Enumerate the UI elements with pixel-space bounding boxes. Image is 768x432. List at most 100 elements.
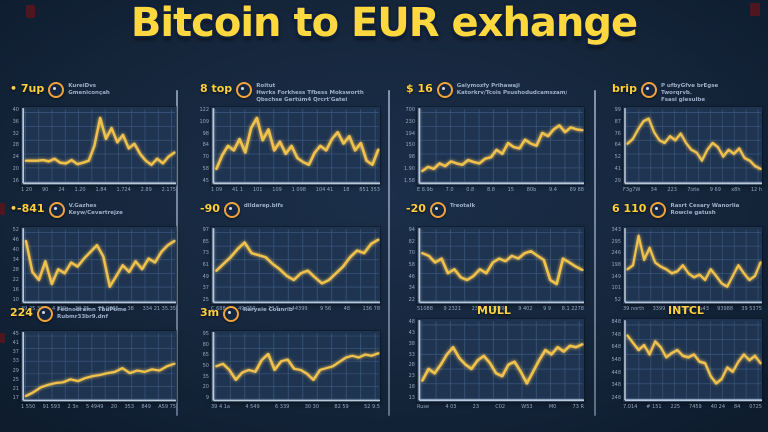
y-axis-labels: 52 46 40 34 28 22 16 10 <box>12 227 19 303</box>
chart-panel: MULL 48 43 38 33 28 23 18 13 Ruse 4 03 23 C02 W53 M0… <box>404 304 584 410</box>
c-coin-icon <box>640 82 657 98</box>
plot-area <box>417 107 584 185</box>
plot-area <box>21 331 176 402</box>
chart-panel: •-841 V.Gazhes Keyw/Cevartrejze 52 46 40 34 2… <box>8 202 176 312</box>
line-chart: 97 85 73 61 49 37 25 C.688 49 259 23 5 44399 9 56 4… <box>198 227 380 312</box>
arrow-coin-icon <box>436 82 453 98</box>
line-chart: 45 41 37 33 29 25 21 17 1 550 91 593 2 3n 5 4949 20… <box>8 331 176 410</box>
plot-area <box>623 107 762 185</box>
panel-header: brip P ufbyGfve brEgse Tworqrvb. Fsasi gle… <box>610 82 762 107</box>
line-chart: 40 36 32 28 24 20 16 1 20 90 24 1.20 1.84 1.724 2.89… <box>8 107 176 193</box>
y-axis-labels: 343 295 246 198 149 101 52 <box>611 227 621 303</box>
panel-header: -90 dildarep.bifs <box>198 202 380 227</box>
x-axis-labels: 1 550 91 593 2 3n 5 4949 20 353 849 A59 75 <box>21 404 176 410</box>
ticker-label: brip <box>612 82 637 95</box>
x-axis-labels: 51088 9 2321 235 22094 9 402 9 9 8.1 2278 <box>417 306 584 312</box>
panel-header: INTCL <box>610 304 762 319</box>
panel-header: • 7up KureiDvs Gmeniconçah <box>8 82 176 107</box>
panel-subtitle: Galymozfy Prihawaji Katorkrv/Tcois Psusho… <box>456 83 567 96</box>
panel-header: 6 110 Rasrt Cesary Wanorlia Rowcie gatush <box>610 202 762 227</box>
x-axis-labels: 39 north 3399 49 343 u43 93988 39 5375 <box>623 306 762 312</box>
ticker-label: INTCL <box>668 304 704 317</box>
bitcoin-coin-icon <box>236 82 253 98</box>
ticker-label: 6 110 <box>612 202 647 215</box>
corner-artifact-mark <box>750 3 760 16</box>
bitcoin-coin-icon <box>48 82 65 98</box>
panel-subtitle: P ufbyGfve brEgse Tworqrvb. Fsasi glesulbe <box>660 83 719 103</box>
y-axis-labels: 97 85 73 61 49 37 25 <box>202 227 209 303</box>
chart-panel: brip P ufbyGfve brEgse Tworqrvb. Fsasi gle… <box>610 82 762 193</box>
plot-area <box>417 227 584 304</box>
chart-panel: • 7up KureiDvs Gmeniconçah 40 36 32 28 24 20 16… <box>8 82 176 193</box>
x-axis-labels: 1 09 41 1 101 109 1 098 104 41 18 851 353 <box>211 187 380 193</box>
x-axis-labels: 39 25.32 4 239 32 35 29 9085 38 334 21 35.35 <box>21 306 176 312</box>
x-axis-labels: C.688 49 259 23 5 44399 9 56 48 136 78 <box>211 306 380 312</box>
line-chart: 52 46 40 34 28 22 16 10 39 25.32 4 239 32 35 29 90… <box>8 227 176 312</box>
panel-subtitle: Treotalk <box>449 203 476 209</box>
chart-panel: -90 dildarep.bifs 97 85 73 61 49 37 25 C.688 49… <box>198 202 380 312</box>
y-axis-labels: 122 109 98 84 70 58 45 <box>199 107 209 184</box>
line-chart: 95 80 65 50 35 20 9 39 4 1a 4 549 6 339 30 30 82 5… <box>198 331 380 410</box>
bullseye-coin-icon <box>36 306 53 322</box>
ticker-label: 8 top <box>200 82 233 95</box>
ticker-label: •-841 <box>10 202 45 215</box>
page-title: Bitcoin to EUR exhange <box>130 0 638 46</box>
panel-subtitle: Roitut Hwrks Forkhess Tfbess Moksworth Qbs… <box>256 83 364 103</box>
chart-panel: -20 Treotalk 94 82 70 58 46 34 22 51088 9 2321 2… <box>404 202 584 312</box>
panel-header: -20 Treotalk <box>404 202 584 227</box>
b-coin-icon <box>429 202 446 218</box>
x-axis-labels: E 8.9b 7.0 0.8 8.8 15 80b 9.4 89 88 <box>417 187 584 193</box>
edge-artifact-mark <box>0 333 5 343</box>
ticker-label: $ 16 <box>406 82 433 95</box>
plot-area <box>211 331 380 402</box>
c-coin-icon <box>223 202 240 218</box>
panel-header: 8 top Roitut Hwrks Forkhess Tfbess Mokswo… <box>198 82 380 107</box>
y-axis-labels: 40 36 32 28 24 20 16 <box>12 107 19 184</box>
y-axis-labels: 99 87 76 64 52 41 29 <box>614 107 621 184</box>
b-coin-icon <box>650 202 667 218</box>
line-chart: 848 748 648 548 448 348 248 7.014 # 151 225 7459 4… <box>610 319 762 410</box>
c-coin-icon <box>223 306 240 322</box>
panel-subtitle: Raryeie Counrib <box>243 307 293 313</box>
plot-area <box>623 227 762 304</box>
panel-subtitle: V.Gazhes Keyw/Cevartrejze <box>68 203 123 216</box>
ticker-label: -20 <box>406 202 426 215</box>
plot-area <box>623 319 762 402</box>
y-axis-labels: 95 80 65 50 35 20 9 <box>202 331 209 401</box>
chart-panel: INTCL 848 748 648 548 448 348 248 7.014 # 151 22… <box>610 304 762 410</box>
chart-panel: $ 16 Galymozfy Prihawaji Katorkrv/Tcois P… <box>404 82 584 193</box>
panel-subtitle: Fednodramn TbuPome Rubmr33br9.dnf <box>56 307 127 320</box>
ticker-label: 224 <box>10 306 33 319</box>
y-axis-labels: 700 230 194 150 98 1.90 1.58 <box>403 107 415 184</box>
y-axis-labels: 45 41 37 33 29 25 21 17 <box>12 331 19 401</box>
line-chart: 48 43 38 33 28 23 18 13 Ruse 4 03 23 C02 W53 M0 73 R <box>404 319 584 410</box>
plot-area <box>21 107 176 185</box>
plot-area <box>211 107 380 185</box>
panel-subtitle: dildarep.bifs <box>243 203 284 209</box>
corner-artifact-mark <box>26 5 35 18</box>
line-chart: 99 87 76 64 52 41 29 F3g7W 34 223 7izte 9 69 x8h 12 … <box>610 107 762 193</box>
panel-header: MULL <box>404 304 584 319</box>
plot-area <box>21 227 176 304</box>
line-chart: 122 109 98 84 70 58 45 1 09 41 1 101 109 1 098 104 … <box>198 107 380 193</box>
x-axis-labels: Ruse 4 03 23 C02 W53 M0 73 R <box>417 404 584 410</box>
panel-header: $ 16 Galymozfy Prihawaji Katorkrv/Tcois P… <box>404 82 584 107</box>
plot-area <box>211 227 380 304</box>
y-axis-labels: 48 43 38 33 28 23 18 13 <box>408 319 415 401</box>
chart-panel: 8 top Roitut Hwrks Forkhess Tfbess Mokswo… <box>198 82 380 193</box>
chart-panel: 6 110 Rasrt Cesary Wanorlia Rowcie gatush… <box>610 202 762 312</box>
ticker-label: MULL <box>477 304 511 317</box>
y-axis-labels: 94 82 70 58 46 34 22 <box>408 227 415 303</box>
column-divider <box>388 90 390 416</box>
bullseye-coin-icon <box>48 202 65 218</box>
column-divider <box>176 90 178 416</box>
line-chart: 700 230 194 150 98 1.90 1.58 E 8.9b 7.0 0.8 8.8 15… <box>404 107 584 193</box>
x-axis-labels: 1 20 90 24 1.20 1.84 1.724 2.89 2.175 <box>21 187 176 193</box>
panel-subtitle: KureiDvs Gmeniconçah <box>68 83 110 96</box>
panel-subtitle: Rasrt Cesary Wanorlia Rowcie gatush <box>670 203 740 216</box>
y-axis-labels: 848 748 648 548 448 348 248 <box>611 319 621 401</box>
panel-header: 3m Raryeie Counrib <box>198 306 380 331</box>
ticker-label: • 7up <box>10 82 45 95</box>
panel-header: 224 Fednodramn TbuPome Rubmr33br9.dnf <box>8 306 176 331</box>
line-chart: 343 295 246 198 149 101 52 39 north 3399 49 343 u… <box>610 227 762 312</box>
